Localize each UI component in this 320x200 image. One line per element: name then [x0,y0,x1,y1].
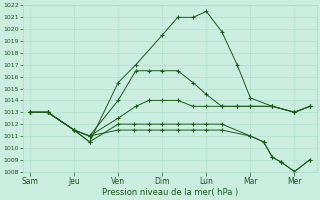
X-axis label: Pression niveau de la mer( hPa ): Pression niveau de la mer( hPa ) [102,188,238,197]
